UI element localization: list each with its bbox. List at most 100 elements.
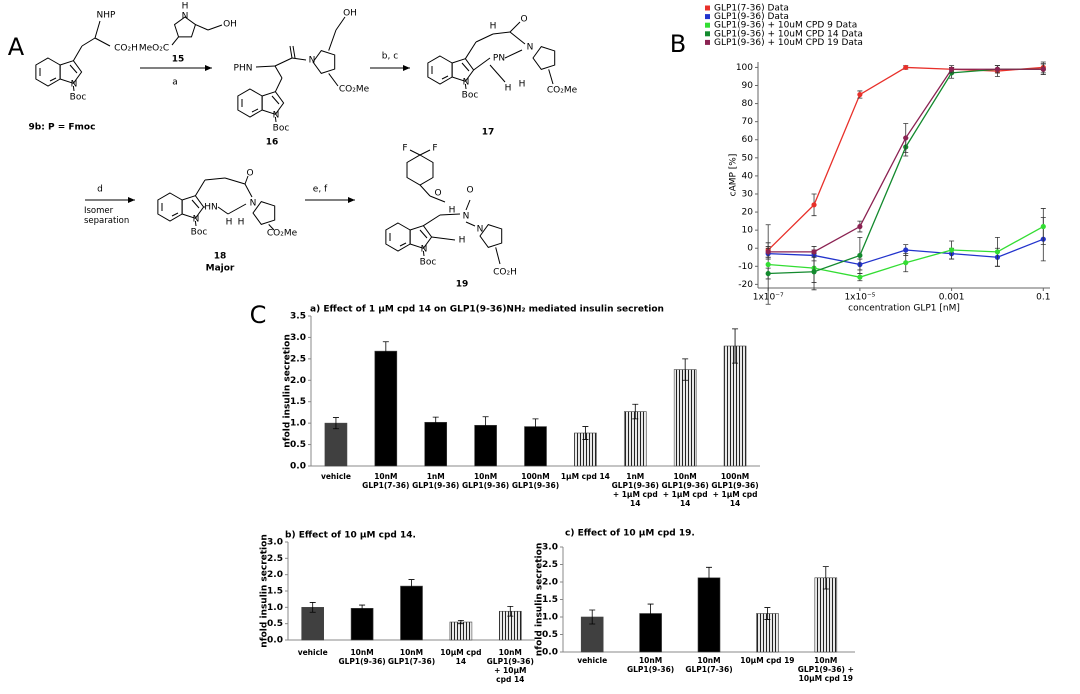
- atom: O: [246, 169, 253, 179]
- y-axis-label: cAMP [%]: [729, 154, 739, 197]
- y-tick-label: 30: [742, 189, 754, 199]
- atom: PHN: [234, 64, 253, 74]
- compound-label: 18: [214, 252, 227, 262]
- bar: [424, 421, 448, 467]
- bond: [251, 108, 259, 113]
- step-conditions-box: Isomer separation: [84, 206, 129, 226]
- bond: [464, 41, 477, 59]
- y-tick-label: 0.0: [542, 648, 558, 658]
- data-point: [903, 64, 909, 71]
- atom: N: [71, 80, 78, 90]
- bond: [489, 64, 506, 83]
- error-bar: [382, 341, 389, 361]
- bar: [623, 411, 647, 467]
- atom: F: [402, 144, 407, 154]
- x-tick-label-box: 100nM GLP1(9-36) + 1µM cpd 14: [711, 472, 758, 508]
- atom: N: [463, 78, 470, 88]
- ring: [406, 154, 434, 186]
- step-reagents: e, f: [313, 185, 328, 195]
- bond: [429, 195, 446, 203]
- atom: O: [466, 186, 473, 196]
- bar: [374, 350, 398, 467]
- y-tick-label: 0.0: [267, 636, 283, 646]
- bond: [274, 77, 283, 92]
- x-tick-label: 1nM GLP1(9-36) + 1µM cpd 14: [611, 472, 659, 508]
- x-tick-label: 10µM cpd 14: [440, 648, 482, 666]
- ring: [261, 91, 285, 115]
- data-point: [994, 249, 1001, 255]
- ring: [173, 16, 197, 38]
- bond: [191, 199, 200, 209]
- bar: [400, 585, 423, 641]
- bar: [723, 345, 747, 467]
- x-tick-label: 1nM GLP1(9-36): [412, 472, 460, 490]
- error-bar: [359, 604, 366, 612]
- x-tick-label-box: 10nM GLP1(9-36): [461, 472, 510, 490]
- y-tick-label: 3.0: [267, 538, 283, 548]
- atom: Boc: [420, 258, 437, 268]
- bond: [69, 64, 78, 74]
- x-tick-label: 10nM GLP1(7-36): [362, 472, 410, 490]
- data-point: [948, 247, 955, 253]
- y-tick-label: 1.0: [290, 419, 306, 429]
- bond: [274, 116, 277, 123]
- y-tick-label: 3.0: [542, 543, 558, 553]
- atom: OH: [343, 9, 357, 19]
- x-tick-label: 0.001: [939, 293, 965, 303]
- bond: [473, 57, 491, 71]
- atom: CO₂H: [114, 44, 138, 54]
- ring: [479, 223, 503, 249]
- y-axis-label: nfold insulin secretion: [260, 534, 270, 647]
- legend-marker: [705, 31, 710, 37]
- x-tick-label-box: 1nM GLP1(9-36): [412, 472, 460, 490]
- data-point: [857, 274, 863, 280]
- y-tick-label: 1.0: [542, 613, 558, 623]
- y-tick-label: 0.5: [542, 630, 558, 640]
- y-tick-label: 50: [742, 153, 754, 163]
- error-bar: [582, 426, 589, 440]
- x-tick-label: 10nM GLP1(9-36): [626, 656, 675, 674]
- x-tick-label: vehicle: [320, 472, 351, 481]
- y-tick-label: -20: [738, 280, 753, 290]
- x-tick-label: 10nM GLP1(9-36) + 10µM cpd 14: [486, 648, 534, 684]
- x-tick-label: vehicle: [297, 648, 328, 657]
- atom: N: [309, 56, 316, 66]
- x-tick-label-box: 100nM GLP1(9-36): [512, 472, 559, 490]
- y-tick-label: 0: [747, 244, 753, 254]
- bond: [461, 62, 470, 72]
- y-tick-label: 100: [736, 63, 753, 73]
- compound-label: 19: [456, 280, 469, 290]
- bond: [475, 33, 494, 43]
- bond: [465, 221, 476, 227]
- atom: N: [250, 199, 257, 209]
- atom: N: [193, 215, 200, 225]
- atom: O: [520, 15, 527, 25]
- error-bar: [706, 566, 712, 589]
- x-tick-label: 10nM GLP1(9-36) + 10µM cpd 19: [797, 656, 854, 683]
- bond: [195, 24, 209, 31]
- legend-label: GLP1(9-36) Data: [714, 12, 789, 22]
- bond: [291, 57, 307, 61]
- bond: [289, 45, 293, 59]
- bond: [207, 24, 223, 31]
- error-bar: [332, 417, 339, 430]
- bond: [274, 65, 283, 79]
- atom: F: [432, 144, 437, 154]
- error-bar: [482, 416, 489, 435]
- bond: [328, 73, 339, 87]
- x-tick-label: 10nM GLP1(9-36): [461, 472, 510, 490]
- bond: [94, 20, 101, 39]
- x-tick-label-box: vehicle: [577, 656, 607, 665]
- bond: [419, 184, 431, 197]
- bond: [335, 16, 346, 31]
- bond: [49, 77, 57, 82]
- bond: [268, 224, 275, 231]
- legend-marker: [705, 5, 710, 11]
- atom: H: [226, 218, 233, 228]
- bond: [492, 31, 511, 35]
- compound-sublabel: Major: [206, 264, 235, 274]
- error-bar: [647, 603, 654, 624]
- data-point: [811, 249, 817, 255]
- y-tick-label: 2.5: [542, 560, 558, 570]
- arrow-head: [403, 65, 410, 71]
